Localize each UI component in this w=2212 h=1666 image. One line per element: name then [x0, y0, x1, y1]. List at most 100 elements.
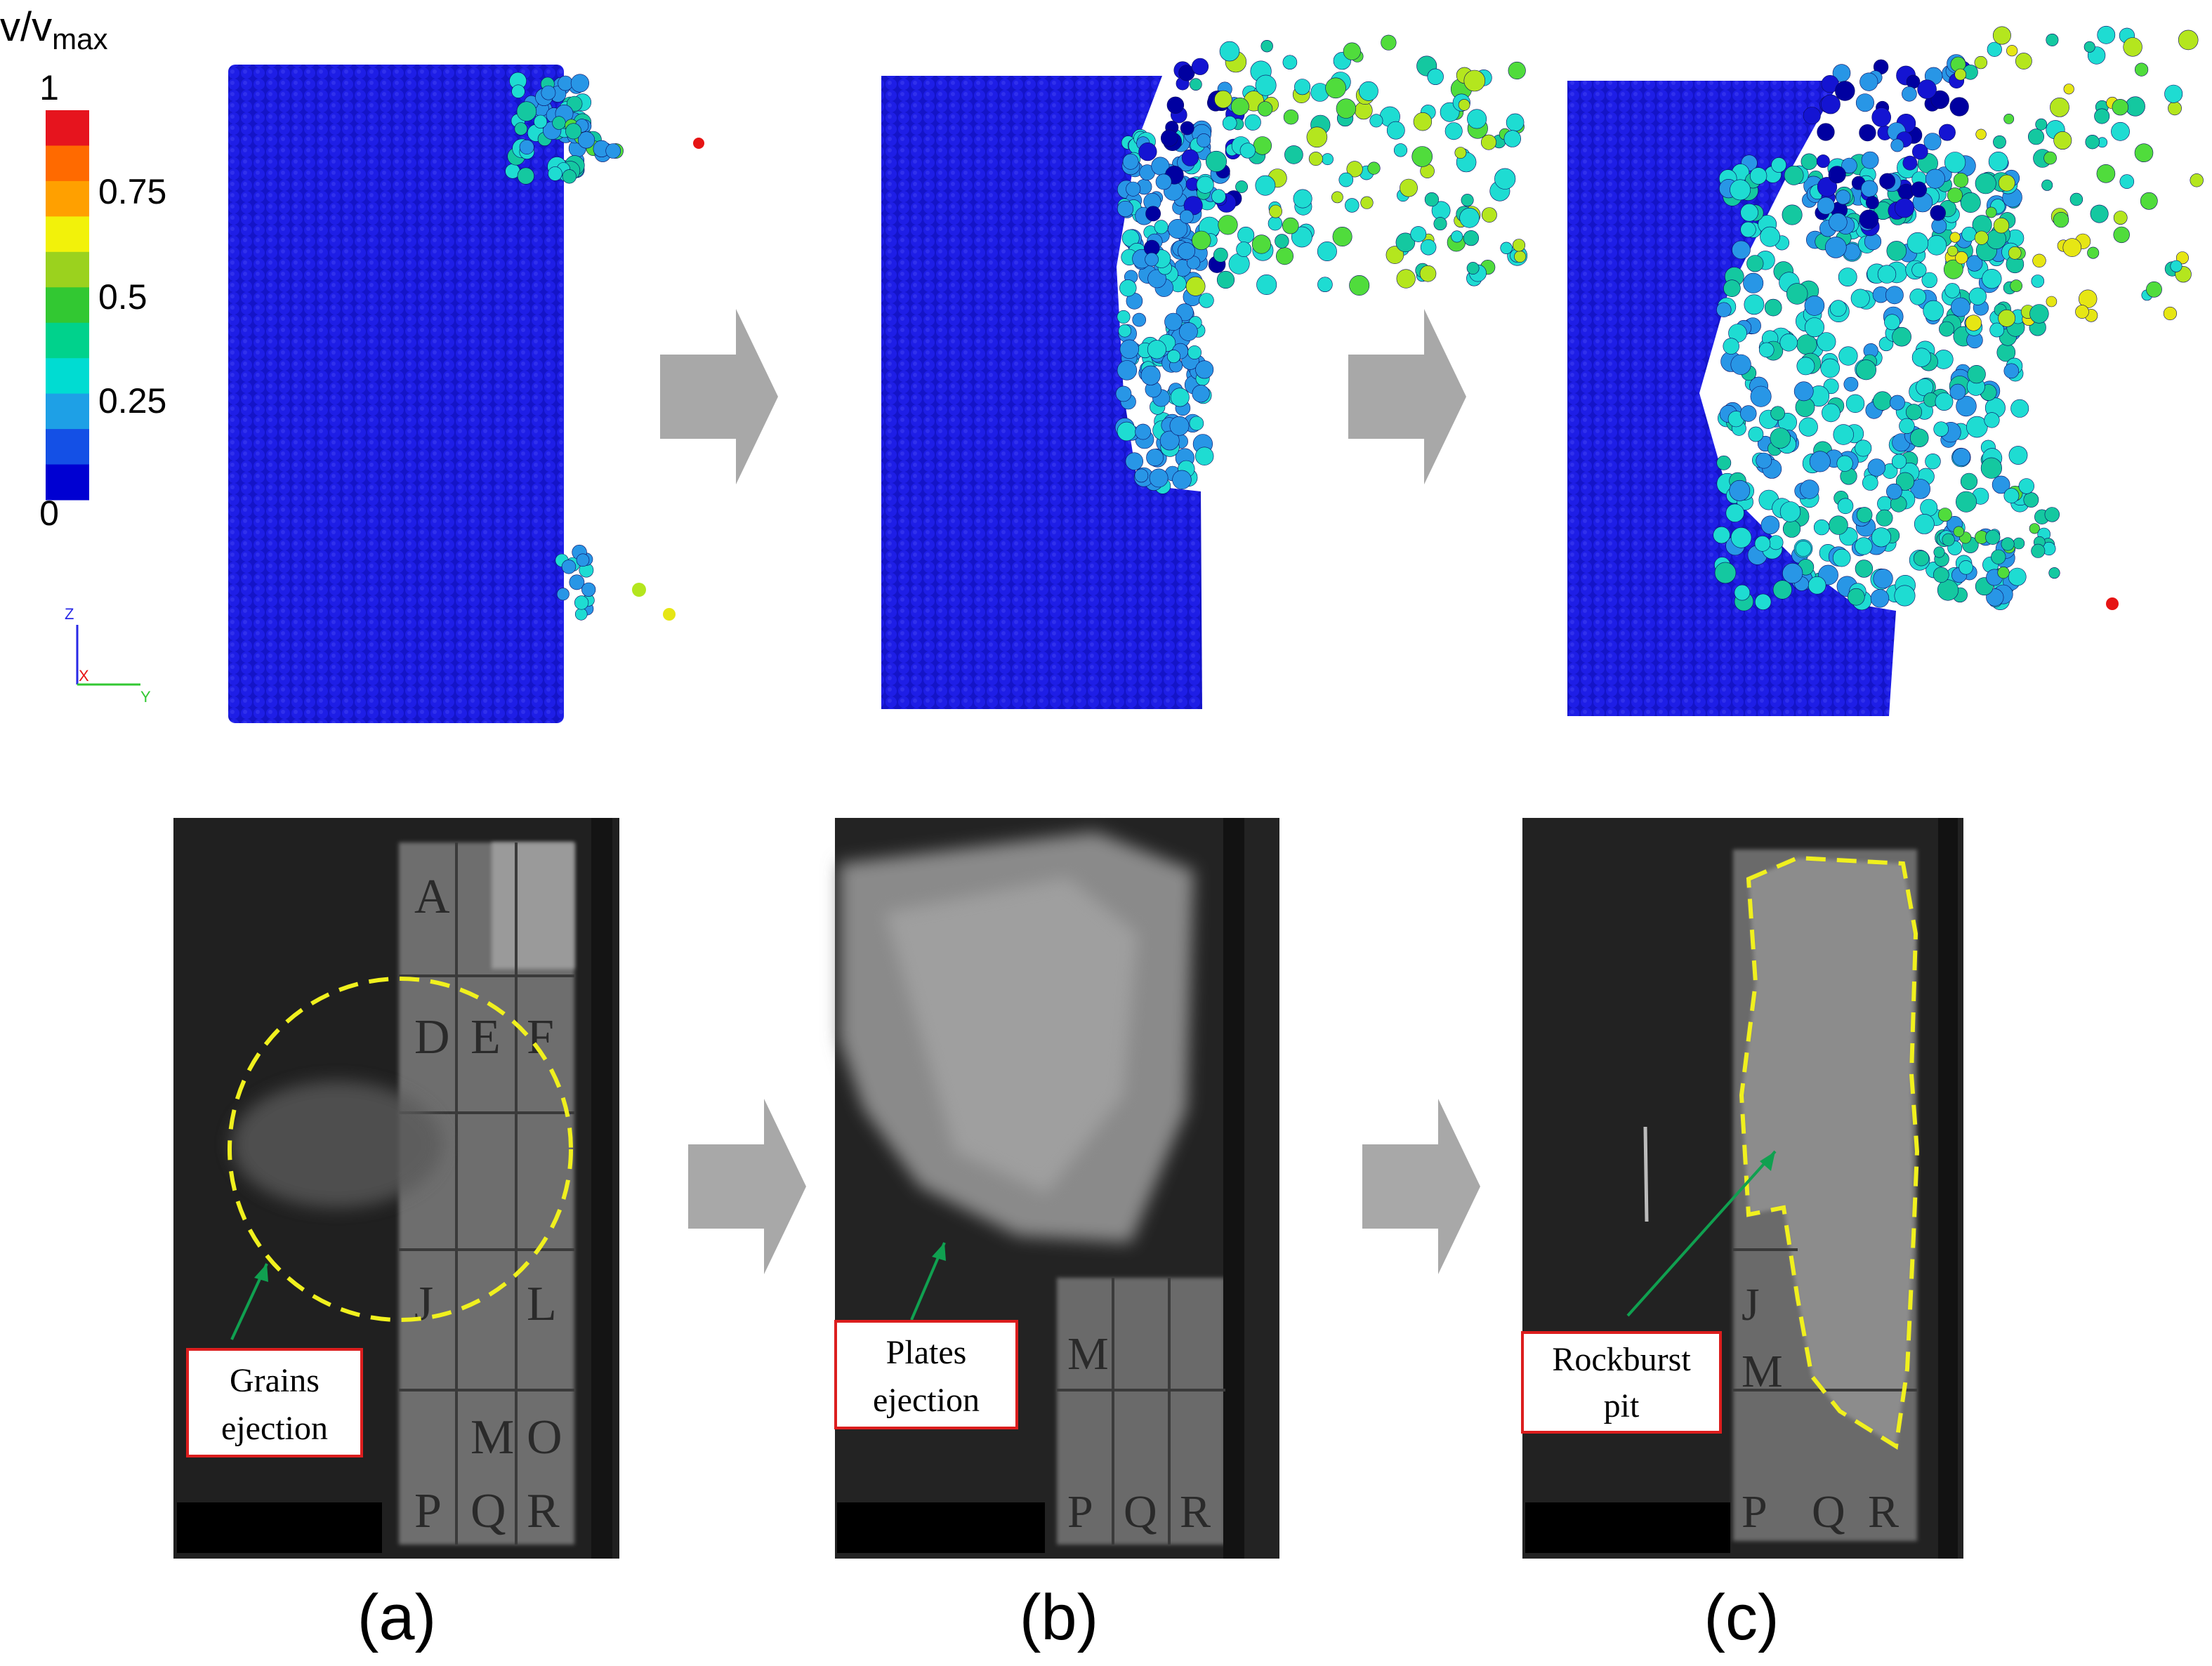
particle — [1282, 55, 1298, 70]
particle — [2031, 543, 2046, 558]
particle — [1503, 130, 1522, 147]
colorbar-block — [46, 251, 89, 288]
panel-label-b: (b) — [1020, 1582, 1098, 1653]
particle — [1427, 68, 1444, 86]
axis-triad: Z X Y — [65, 605, 151, 706]
particle — [1975, 173, 1996, 194]
particle — [1877, 265, 1897, 284]
simulation-panel-a — [228, 65, 704, 723]
particle — [1386, 121, 1405, 140]
particle — [1865, 196, 1879, 210]
particle — [1833, 424, 1854, 445]
particle — [1275, 234, 1289, 249]
particle — [1856, 359, 1877, 381]
particle — [1960, 472, 1978, 490]
particle — [1938, 124, 1956, 141]
particle — [1855, 93, 1874, 112]
particle — [1947, 246, 1958, 257]
particle — [1481, 134, 1497, 150]
particle — [1988, 152, 2008, 172]
particle — [1459, 207, 1480, 228]
particle — [1322, 153, 1334, 166]
particle — [1992, 475, 2010, 494]
particle — [1822, 403, 1841, 423]
particle — [1345, 198, 1360, 213]
particle — [1196, 176, 1214, 194]
particle — [1772, 580, 1792, 600]
particle — [1905, 404, 1923, 421]
particle — [1956, 491, 1977, 513]
panel-label-a: (a) — [357, 1582, 436, 1653]
specimen-letter: D — [414, 1010, 450, 1064]
specimen-letter: R — [1868, 1486, 1899, 1538]
particle — [1214, 90, 1232, 109]
particle — [1260, 39, 1273, 53]
particle — [1359, 81, 1378, 101]
particle — [2134, 143, 2154, 162]
particle — [2164, 84, 2183, 103]
particle — [1782, 562, 1803, 584]
experiment-photo-b: M P Q R Plates ejection — [834, 818, 1279, 1559]
particle — [1817, 332, 1836, 352]
particle — [2010, 279, 2022, 292]
particle — [1912, 143, 1928, 160]
particle — [1336, 98, 1357, 119]
particle — [1160, 129, 1178, 147]
particle — [517, 167, 534, 185]
particle — [1829, 213, 1848, 232]
particle — [1892, 326, 1911, 347]
particle — [581, 582, 596, 597]
particle — [1770, 406, 1785, 421]
particle — [1256, 274, 1277, 295]
particle — [1993, 218, 2010, 234]
colorbar-block — [46, 393, 89, 430]
particle — [574, 607, 588, 621]
colorbar-label-05: 0.5 — [98, 277, 147, 317]
particle — [1800, 153, 1818, 170]
particle — [1192, 230, 1211, 251]
particle — [2031, 275, 2045, 288]
flow-arrow-top-1 — [660, 309, 778, 484]
particle — [1917, 79, 1937, 99]
specimen-letter: P — [414, 1484, 442, 1538]
particle — [1930, 90, 1949, 110]
particle — [1760, 515, 1780, 535]
particle — [1346, 161, 1363, 178]
specimen-block-c — [1567, 81, 1896, 716]
particle — [1138, 143, 1157, 161]
particle — [2119, 174, 2135, 189]
particle — [1734, 584, 1751, 601]
particle — [1859, 124, 1876, 142]
particle — [1723, 279, 1741, 298]
particle — [1118, 324, 1131, 338]
particle — [1206, 150, 1227, 172]
specimen-letter: Q — [470, 1484, 506, 1538]
particle — [1180, 121, 1194, 135]
particle — [1367, 161, 1381, 175]
specimen-letter: M — [470, 1410, 514, 1465]
particle — [1890, 395, 1905, 411]
particle — [1749, 167, 1767, 185]
particle — [1213, 247, 1228, 263]
particle — [1444, 122, 1463, 140]
particle — [2106, 597, 2119, 610]
colorbar-block — [46, 358, 89, 395]
panel-label-c: (c) — [1704, 1582, 1779, 1653]
particle — [1960, 192, 1981, 213]
specimen-letters-b: M P Q R — [1067, 1328, 1211, 1538]
axis-y-label: Y — [140, 688, 151, 706]
particle — [1877, 496, 1892, 512]
particle — [1942, 533, 1955, 546]
particle — [1782, 204, 1803, 225]
particle — [1986, 588, 2004, 607]
specimen-letter: J — [1742, 1279, 1760, 1330]
particle — [1873, 569, 1893, 589]
particle — [2046, 296, 2058, 308]
particle — [1944, 152, 1966, 173]
particle — [1317, 277, 1333, 293]
particle — [1164, 312, 1183, 331]
particle — [1890, 138, 1904, 152]
particle — [1817, 123, 1835, 141]
colorbar-label-075: 0.75 — [98, 172, 166, 211]
particle — [1167, 350, 1181, 364]
